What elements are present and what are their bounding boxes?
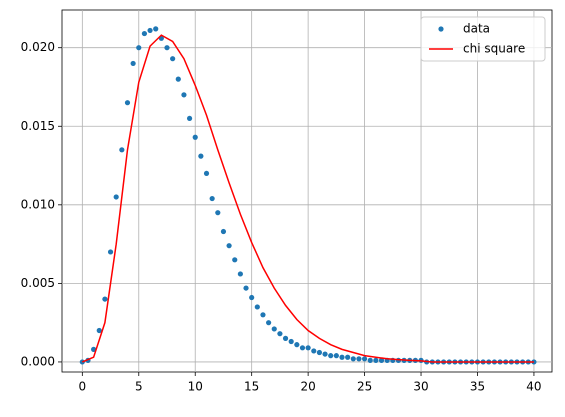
y-tick-label: 0.020 <box>21 40 55 54</box>
data-point <box>220 228 227 235</box>
data-point <box>271 326 277 332</box>
data-point <box>328 353 334 359</box>
data-point <box>260 312 266 318</box>
x-tick-label: 5 <box>135 380 143 394</box>
data-point <box>350 356 356 362</box>
data-point <box>531 359 537 365</box>
data-point <box>147 27 153 34</box>
plot-frame <box>61 9 553 373</box>
data-point <box>288 338 294 345</box>
data-point <box>333 353 339 359</box>
data-point <box>91 346 97 352</box>
data-point <box>203 170 210 177</box>
data-point <box>232 257 238 263</box>
x-tick-label: 0 <box>79 380 87 394</box>
data-point <box>130 60 136 67</box>
data-point <box>243 285 249 291</box>
data-point <box>141 30 148 37</box>
y-tick-label: 0.015 <box>21 119 55 133</box>
data-point <box>316 349 323 356</box>
data-point <box>237 271 243 277</box>
x-tick-label: 30 <box>413 380 428 394</box>
data-point <box>367 357 373 363</box>
data-point <box>282 335 289 341</box>
data-point <box>107 249 114 255</box>
data-point <box>294 342 300 348</box>
data-point <box>373 357 379 363</box>
data-point <box>192 134 198 140</box>
data-point <box>311 348 317 354</box>
x-tick-label: 20 <box>300 380 315 394</box>
data-point <box>356 356 362 362</box>
data-point <box>345 354 351 360</box>
data-line <box>82 34 534 363</box>
data-point <box>254 304 260 310</box>
data-point <box>277 331 283 337</box>
data-point <box>198 153 204 159</box>
data-point <box>209 195 215 202</box>
data-point <box>378 357 385 363</box>
x-tick-label: 25 <box>357 380 372 394</box>
data-point <box>266 320 272 326</box>
data-point <box>186 115 193 122</box>
data-point <box>322 351 328 357</box>
legend-label: chi square <box>463 42 525 56</box>
y-tick-label: 0.000 <box>21 354 55 368</box>
data-point <box>361 356 368 362</box>
data-point <box>175 76 181 82</box>
data-point <box>119 147 125 153</box>
x-tick-label: 40 <box>526 380 541 394</box>
data-point <box>339 354 345 360</box>
legend-box <box>420 16 546 62</box>
data-point <box>113 194 119 200</box>
legend-label: data <box>463 22 490 36</box>
legend-marker <box>438 26 444 32</box>
x-tick-label: 15 <box>244 380 259 394</box>
x-tick-label: 10 <box>188 380 203 394</box>
data-point <box>164 45 170 51</box>
data-point <box>153 26 159 32</box>
data-point <box>215 210 221 216</box>
data-point <box>102 296 108 302</box>
y-tick-label: 0.010 <box>21 197 55 211</box>
y-tick-label: 0.005 <box>21 276 55 290</box>
data-point <box>249 294 255 301</box>
data-point <box>170 56 176 62</box>
data-point <box>305 345 311 351</box>
data-point <box>299 345 306 351</box>
data-point <box>181 92 187 98</box>
data-point <box>96 327 102 334</box>
x-tick-label: 35 <box>470 380 485 394</box>
data-point <box>226 243 232 249</box>
data-point <box>124 100 131 106</box>
data-point <box>136 45 142 51</box>
